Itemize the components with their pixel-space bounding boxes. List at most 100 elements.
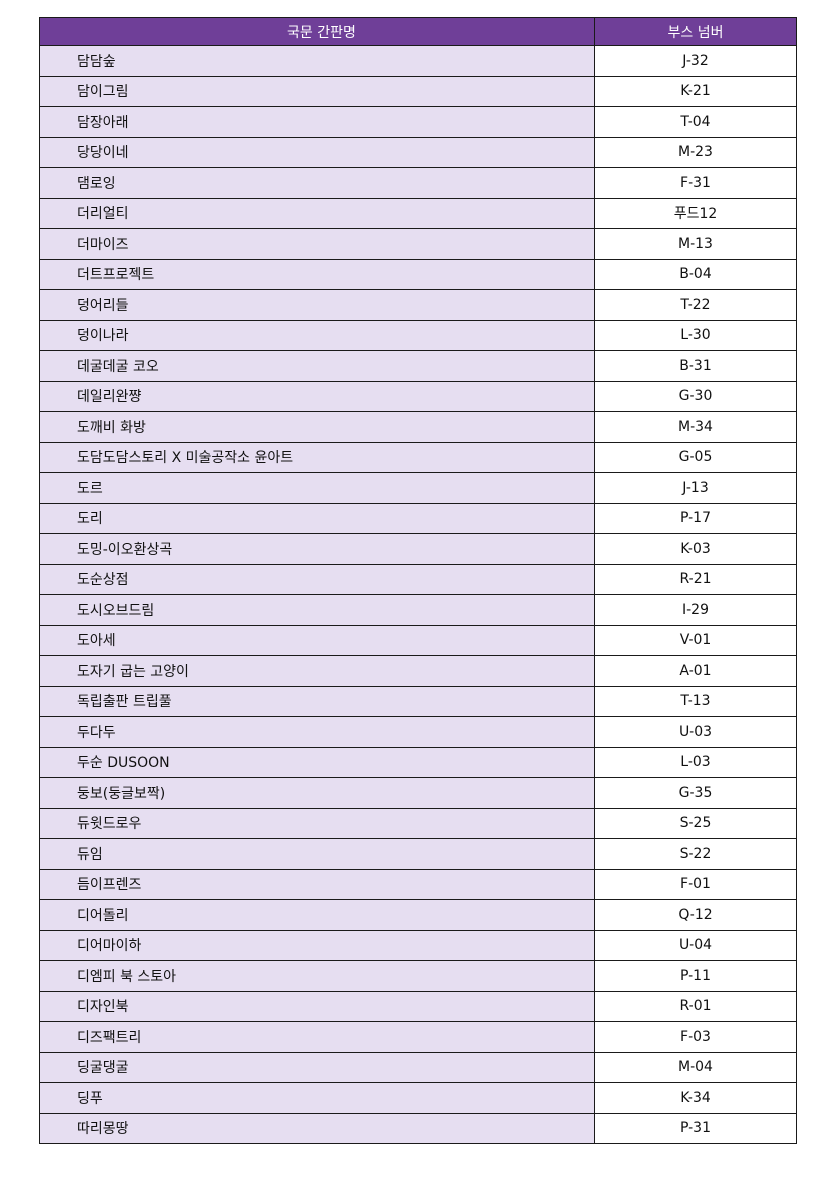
shop-name-cell: 듀윗드로우 xyxy=(39,807,595,839)
booth-number-cell: R-01 xyxy=(594,990,797,1022)
shop-name-cell: 듀임 xyxy=(39,838,595,870)
table-row: 딩푸 K-34 xyxy=(39,1082,797,1114)
shop-name-cell: 도르 xyxy=(39,472,595,504)
shop-name-cell: 독립출판 트립풀 xyxy=(39,685,595,717)
booth-number-cell: B-31 xyxy=(594,350,797,382)
booth-number-cell: F-01 xyxy=(594,868,797,900)
shop-name-cell: 디어마이하 xyxy=(39,929,595,961)
booth-number-cell: M-04 xyxy=(594,1051,797,1083)
shop-name-cell: 디자인북 xyxy=(39,990,595,1022)
table-row: 담장아래 T-04 xyxy=(39,106,797,138)
table-row: 딩굴댕굴 M-04 xyxy=(39,1051,797,1083)
table-header-row: 국문 간판명 부스 넘버 xyxy=(39,17,797,46)
table-row: 덩어리들 T-22 xyxy=(39,289,797,321)
booth-number-cell: P-11 xyxy=(594,960,797,992)
table-row: 듬이프렌즈 F-01 xyxy=(39,868,797,900)
shop-name-cell: 딩푸 xyxy=(39,1082,595,1114)
table-row: 도깨비 화방 M-34 xyxy=(39,411,797,443)
shop-name-cell: 디어돌리 xyxy=(39,899,595,931)
table-row: 디어마이하 U-04 xyxy=(39,929,797,961)
booth-number-cell: S-25 xyxy=(594,807,797,839)
table-row: 따리몽땅 P-31 xyxy=(39,1112,797,1144)
table-row: 디즈팩트리 F-03 xyxy=(39,1021,797,1053)
shop-name-cell: 도자기 굽는 고양이 xyxy=(39,655,595,687)
shop-name-cell: 담이그림 xyxy=(39,75,595,107)
header-name-column: 국문 간판명 xyxy=(39,17,595,46)
shop-name-cell: 두순 DUSOON xyxy=(39,746,595,778)
table-row: 담담숲 J-32 xyxy=(39,45,797,77)
table-row: 디어돌리 Q-12 xyxy=(39,899,797,931)
shop-name-cell: 덩이나라 xyxy=(39,319,595,351)
header-booth-column: 부스 넘버 xyxy=(594,17,797,46)
table-row: 둥보(둥글보짝) G-35 xyxy=(39,777,797,809)
shop-name-cell: 도시오브드림 xyxy=(39,594,595,626)
booth-number-cell: J-32 xyxy=(594,45,797,77)
table-row: 데굴데굴 코오 B-31 xyxy=(39,350,797,382)
table-row: 두순 DUSOON L-03 xyxy=(39,746,797,778)
booth-number-cell: R-21 xyxy=(594,563,797,595)
booth-number-cell: P-17 xyxy=(594,502,797,534)
shop-name-cell: 더마이즈 xyxy=(39,228,595,260)
table-row: 도담도담스토리 X 미술공작소 윤아트 G-05 xyxy=(39,441,797,473)
booth-number-cell: T-22 xyxy=(594,289,797,321)
booth-number-cell: I-29 xyxy=(594,594,797,626)
shop-name-cell: 도아세 xyxy=(39,624,595,656)
shop-name-cell: 디즈팩트리 xyxy=(39,1021,595,1053)
table-row: 독립출판 트립풀 T-13 xyxy=(39,685,797,717)
table-row: 데일리완쨩 G-30 xyxy=(39,380,797,412)
booth-number-cell: G-35 xyxy=(594,777,797,809)
shop-name-cell: 더리얼티 xyxy=(39,197,595,229)
shop-name-cell: 도밍-이오환상곡 xyxy=(39,533,595,565)
shop-name-cell: 둥보(둥글보짝) xyxy=(39,777,595,809)
booth-number-cell: F-31 xyxy=(594,167,797,199)
shop-name-cell: 담장아래 xyxy=(39,106,595,138)
booth-number-cell: J-13 xyxy=(594,472,797,504)
booth-number-cell: S-22 xyxy=(594,838,797,870)
shop-name-cell: 덩어리들 xyxy=(39,289,595,321)
booth-number-cell: Q-12 xyxy=(594,899,797,931)
table-row: 더마이즈 M-13 xyxy=(39,228,797,260)
booth-number-cell: K-21 xyxy=(594,75,797,107)
booth-number-cell: M-34 xyxy=(594,411,797,443)
shop-name-cell: 도담도담스토리 X 미술공작소 윤아트 xyxy=(39,441,595,473)
table-row: 도시오브드림 I-29 xyxy=(39,594,797,626)
booth-number-cell: M-23 xyxy=(594,136,797,168)
table-row: 당당이네 M-23 xyxy=(39,136,797,168)
shop-name-cell: 데일리완쨩 xyxy=(39,380,595,412)
shop-name-cell: 디엠피 북 스토아 xyxy=(39,960,595,992)
table-row: 도르 J-13 xyxy=(39,472,797,504)
booth-number-cell: K-34 xyxy=(594,1082,797,1114)
table-row: 도자기 굽는 고양이 A-01 xyxy=(39,655,797,687)
booth-number-cell: T-04 xyxy=(594,106,797,138)
booth-number-cell: P-31 xyxy=(594,1112,797,1144)
table-row: 듀윗드로우 S-25 xyxy=(39,807,797,839)
shop-name-cell: 도순상점 xyxy=(39,563,595,595)
shop-name-cell: 두다두 xyxy=(39,716,595,748)
table-row: 도밍-이오환상곡 K-03 xyxy=(39,533,797,565)
shop-name-cell: 당당이네 xyxy=(39,136,595,168)
table-row: 댐로잉 F-31 xyxy=(39,167,797,199)
table-row: 두다두 U-03 xyxy=(39,716,797,748)
booth-number-cell: G-05 xyxy=(594,441,797,473)
shop-name-cell: 도리 xyxy=(39,502,595,534)
booth-number-cell: U-04 xyxy=(594,929,797,961)
booth-number-cell: G-30 xyxy=(594,380,797,412)
table-row: 도아세 V-01 xyxy=(39,624,797,656)
shop-name-cell: 담담숲 xyxy=(39,45,595,77)
table-row: 담이그림 K-21 xyxy=(39,75,797,107)
booth-number-cell: U-03 xyxy=(594,716,797,748)
shop-name-cell: 더트프로젝트 xyxy=(39,258,595,290)
table-row: 도순상점 R-21 xyxy=(39,563,797,595)
shop-name-cell: 따리몽땅 xyxy=(39,1112,595,1144)
shop-name-cell: 도깨비 화방 xyxy=(39,411,595,443)
booth-number-cell: L-03 xyxy=(594,746,797,778)
booth-number-cell: K-03 xyxy=(594,533,797,565)
booth-table: 국문 간판명 부스 넘버 담담숲 J-32 담이그림 K-21 담장아래 T-04 당당이네… xyxy=(39,17,797,1144)
booth-number-cell: B-04 xyxy=(594,258,797,290)
booth-number-cell: 푸드12 xyxy=(594,197,797,229)
table-row: 더리얼티 푸드12 xyxy=(39,197,797,229)
shop-name-cell: 댐로잉 xyxy=(39,167,595,199)
shop-name-cell: 데굴데굴 코오 xyxy=(39,350,595,382)
table-row: 덩이나라 L-30 xyxy=(39,319,797,351)
table-row: 듀임 S-22 xyxy=(39,838,797,870)
